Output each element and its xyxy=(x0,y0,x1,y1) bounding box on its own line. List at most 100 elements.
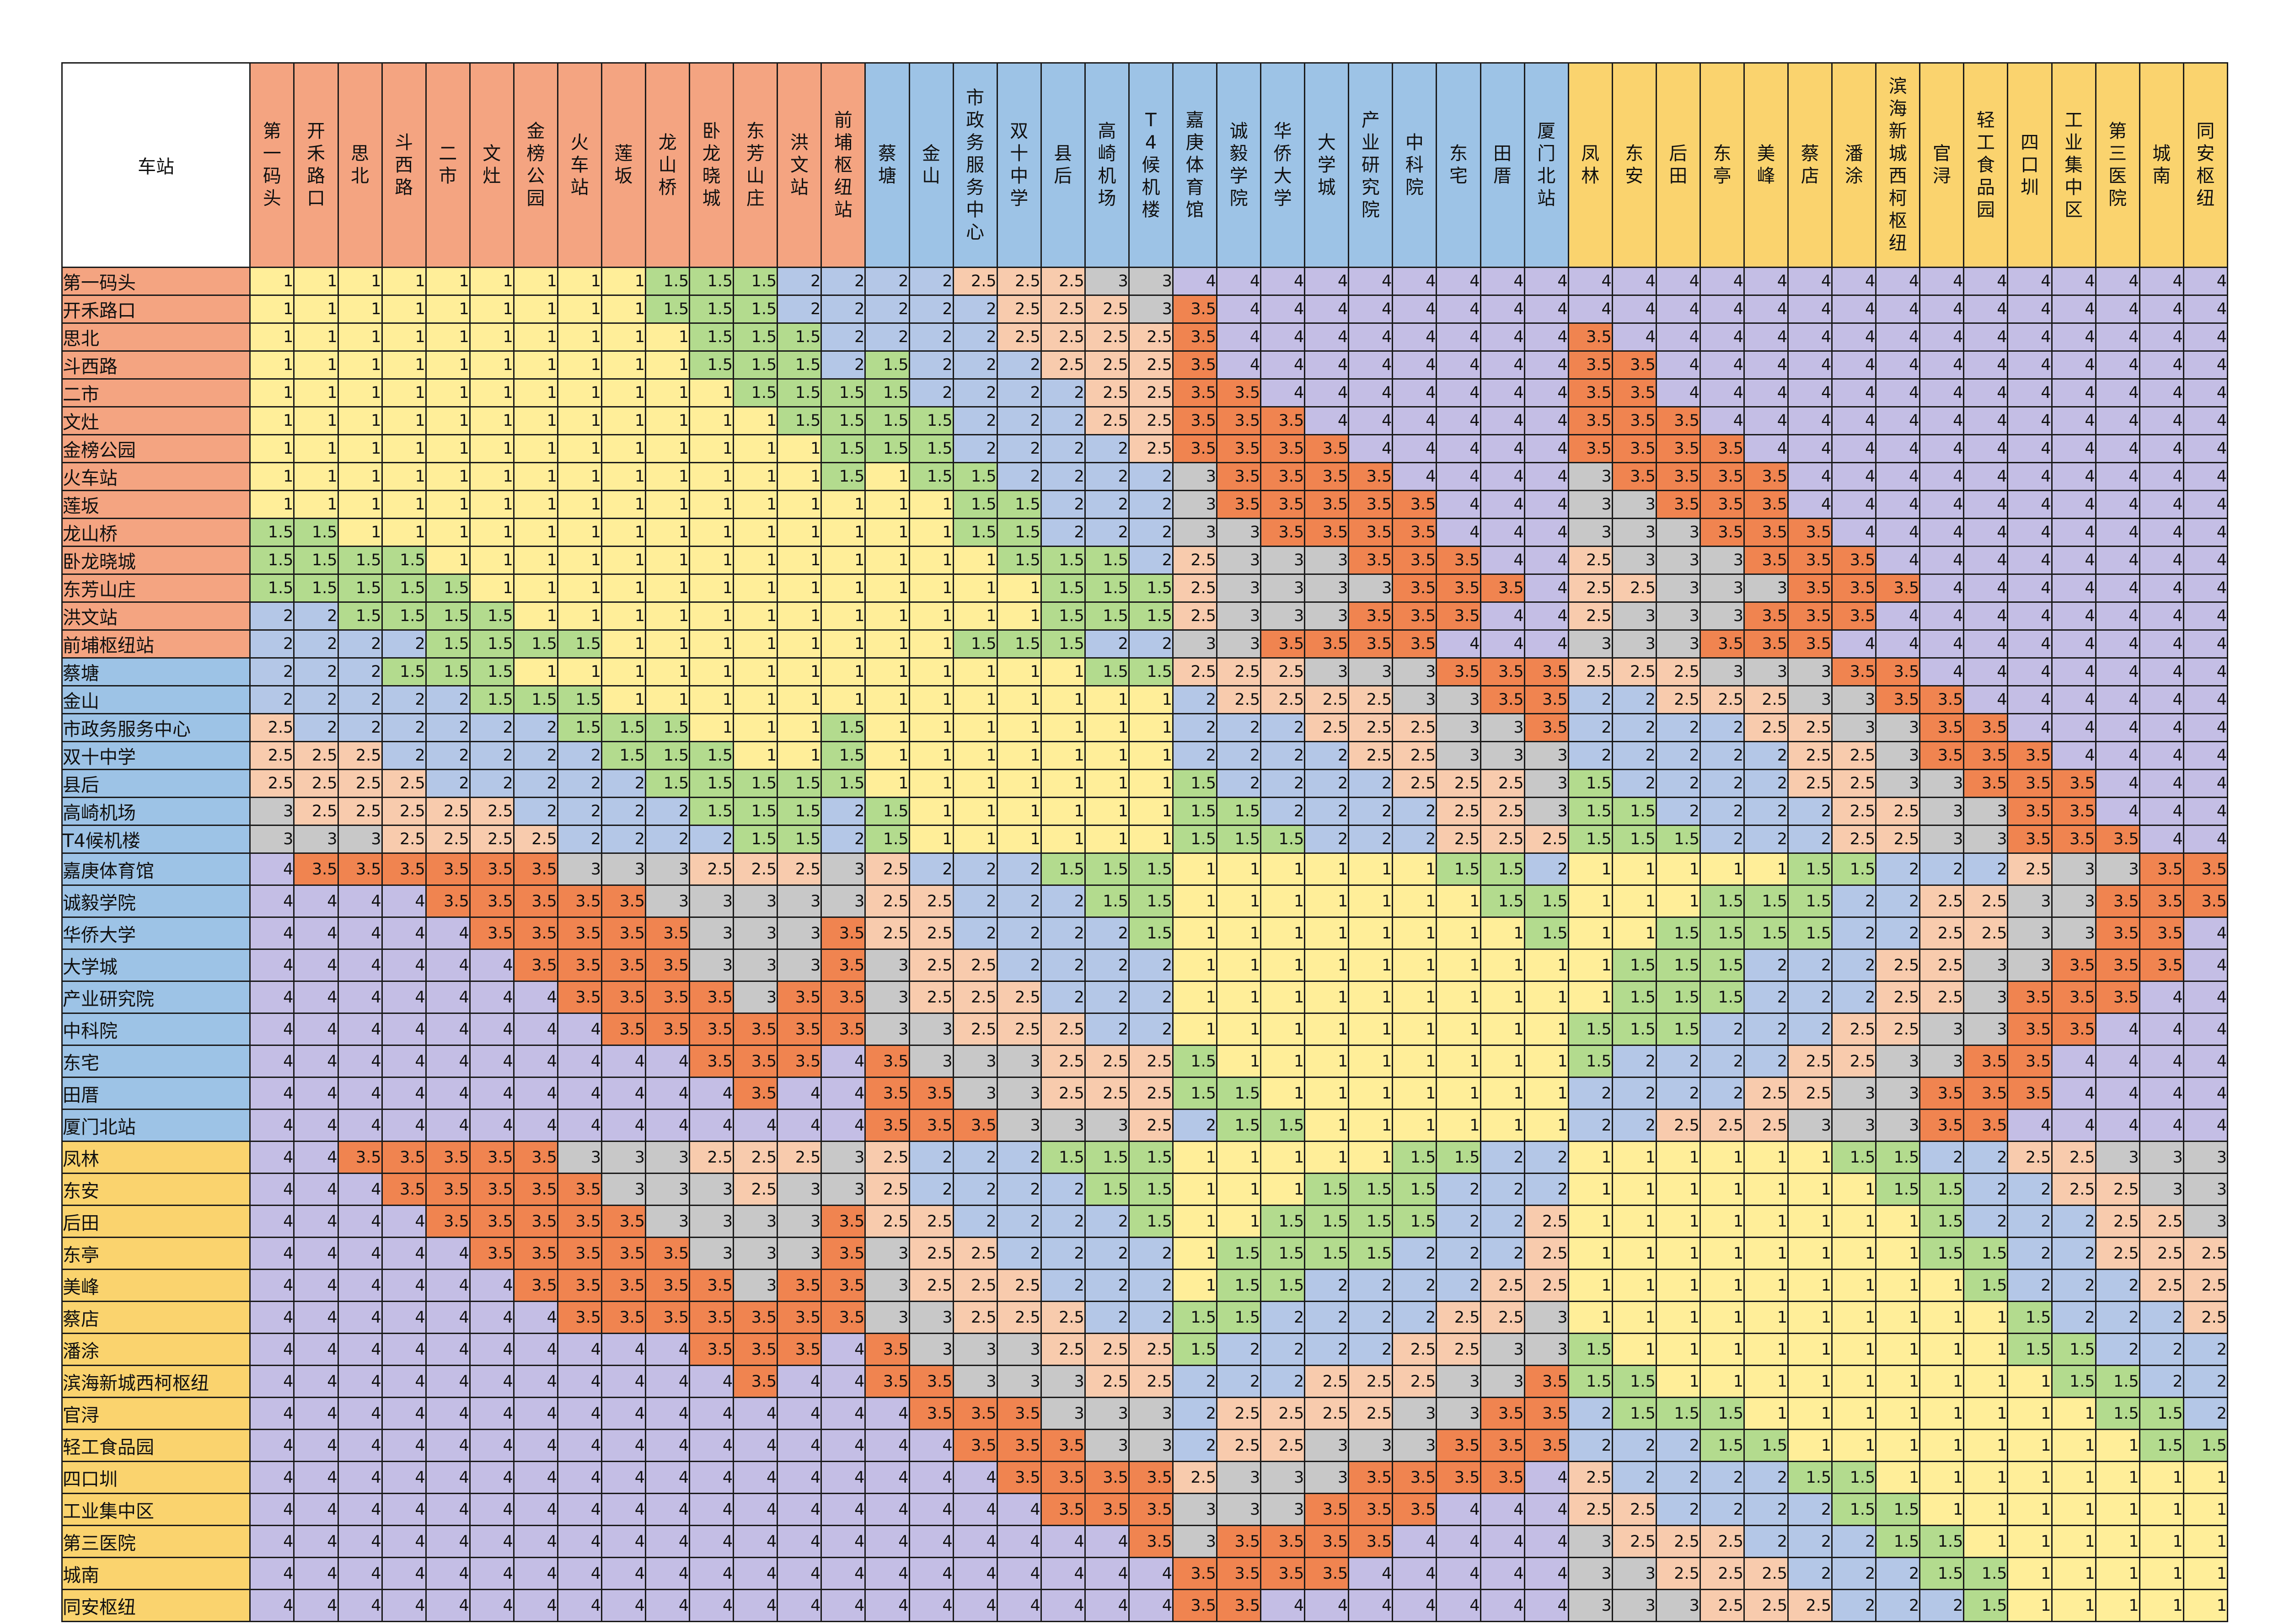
fare-cell: 4 xyxy=(864,1589,910,1622)
fare-cell: 2.5 xyxy=(1260,685,1306,714)
fare-cell: 3.5 xyxy=(1348,1493,1394,1526)
fare-cell: 3.5 xyxy=(1480,1429,1525,1462)
fare-cell: 3.5 xyxy=(513,949,558,982)
fare-cell: 1.5 xyxy=(733,322,778,352)
fare-cell: 1 xyxy=(600,378,647,407)
fare-cell: 2.5 xyxy=(1436,825,1481,854)
column-header-label: 潘涂 xyxy=(1844,143,1863,187)
fare-cell: 4 xyxy=(1875,629,1921,659)
fare-cell: 2 xyxy=(1875,884,1921,918)
fare-cell: 3.5 xyxy=(1128,1461,1174,1494)
fare-cell: 3.5 xyxy=(1348,601,1394,631)
column-header-station: 嘉庚体育馆 xyxy=(1172,62,1218,268)
column-header-station: 思北 xyxy=(337,62,383,268)
fare-cell: 2.5 xyxy=(1392,769,1437,798)
fare-cell: 4 xyxy=(513,1397,558,1430)
fare-cell: 3 xyxy=(1260,573,1306,603)
fare-cell: 4 xyxy=(2095,490,2140,519)
fare-cell: 3.5 xyxy=(1567,434,1613,463)
fare-cell: 1 xyxy=(469,490,515,519)
fare-cell: 1 xyxy=(2051,1461,2096,1494)
fare-cell: 1.5 xyxy=(1084,601,1130,631)
fare-cell: 1 xyxy=(1875,1237,1921,1270)
fare-cell: 3.5 xyxy=(600,949,647,982)
fare-cell: 4 xyxy=(425,949,471,982)
fare-cell: 2.5 xyxy=(1611,573,1657,603)
fare-cell: 1 xyxy=(600,629,647,659)
fare-cell: 4 xyxy=(1348,322,1394,352)
fare-cell: 3 xyxy=(1567,1589,1613,1622)
fare-cell: 1.5 xyxy=(1172,1077,1218,1110)
fare-cell: 1 xyxy=(1523,1013,1569,1046)
fare-cell: 1 xyxy=(469,322,515,352)
fare-cell: 2.5 xyxy=(293,741,339,770)
fare-cell: 4 xyxy=(1348,1557,1394,1590)
fare-cell: 3.5 xyxy=(1260,462,1306,491)
row-header-station: 美峰 xyxy=(61,1269,251,1302)
row-header-station: 后田 xyxy=(61,1205,251,1238)
fare-cell: 1 xyxy=(2095,1557,2140,1590)
fare-cell: 1 xyxy=(337,406,383,435)
column-header-label: 文灶 xyxy=(483,143,501,187)
fare-cell: 3.5 xyxy=(1919,685,1965,714)
fare-cell: 1.5 xyxy=(689,350,735,380)
fare-cell: 1 xyxy=(689,406,735,435)
fare-cell: 3.5 xyxy=(733,1013,778,1046)
fare-cell: 1 xyxy=(908,797,954,826)
fare-cell: 1 xyxy=(645,518,691,547)
fare-cell: 3.5 xyxy=(2007,769,2053,798)
fare-cell: 1.5 xyxy=(469,685,515,714)
fare-cell: 3 xyxy=(1084,1109,1130,1142)
fare-cell: 1 xyxy=(1875,1205,1921,1238)
fare-cell: 3.5 xyxy=(1348,1525,1394,1558)
fare-cell: 2 xyxy=(996,434,1042,463)
fare-cell: 3.5 xyxy=(733,1365,778,1398)
fare-cell: 4 xyxy=(2182,601,2229,631)
fare-cell: 1 xyxy=(996,713,1042,742)
fare-cell: 4 xyxy=(557,1589,602,1622)
fare-cell: 4 xyxy=(1699,378,1745,407)
fare-cell: 1 xyxy=(513,518,558,547)
fare-cell: 4 xyxy=(777,1077,822,1110)
fare-cell: 1 xyxy=(600,350,647,380)
fare-cell: 1.5 xyxy=(996,490,1042,519)
fare-cell: 2.5 xyxy=(1743,1589,1789,1622)
fare-cell: 3.5 xyxy=(1963,741,2009,770)
fare-cell: 1.5 xyxy=(1963,1237,2009,1270)
fare-cell: 3.5 xyxy=(557,917,602,950)
fare-cell: 1 xyxy=(820,657,866,686)
fare-cell: 4 xyxy=(2051,518,2096,547)
fare-cell: 1 xyxy=(1655,852,1701,886)
fare-cell: 2.5 xyxy=(1128,1045,1174,1078)
fare-cell: 2 xyxy=(425,741,471,770)
fare-cell: 4 xyxy=(1523,1557,1569,1590)
fare-cell: 1.5 xyxy=(513,629,558,659)
fare-cell: 3.5 xyxy=(2051,797,2096,826)
fare-cell: 1 xyxy=(2007,1557,2053,1590)
fare-cell: 1 xyxy=(1787,1429,1833,1462)
fare-cell: 2 xyxy=(1699,769,1745,798)
fare-cell: 1.5 xyxy=(733,797,778,826)
fare-cell: 1 xyxy=(1392,1109,1437,1142)
row-header-station: 蔡塘 xyxy=(61,657,251,686)
fare-cell: 2.5 xyxy=(1040,1301,1086,1334)
fare-cell: 1 xyxy=(2007,1461,2053,1494)
fare-cell: 1.5 xyxy=(1084,852,1130,886)
fare-cell: 1 xyxy=(2095,1525,2140,1558)
fare-cell: 4 xyxy=(1963,267,2009,296)
fare-cell: 4 xyxy=(2051,741,2096,770)
fare-cell: 4 xyxy=(908,1493,954,1526)
fare-cell: 4 xyxy=(2007,350,2053,380)
fare-cell: 4 xyxy=(1216,267,1262,296)
fare-cell: 4 xyxy=(2095,573,2140,603)
fare-cell: 3 xyxy=(1304,573,1350,603)
column-header-station: 潘涂 xyxy=(1831,62,1877,268)
fare-cell: 2 xyxy=(293,629,339,659)
fare-cell: 3.5 xyxy=(1831,657,1877,686)
fare-cell: 3 xyxy=(1304,601,1350,631)
fare-cell: 3 xyxy=(1216,518,1262,547)
fare-cell: 3.5 xyxy=(1216,1557,1262,1590)
fare-cell: 2.5 xyxy=(1172,657,1218,686)
fare-cell: 2 xyxy=(1743,769,1789,798)
fare-cell: 4 xyxy=(1392,406,1437,435)
